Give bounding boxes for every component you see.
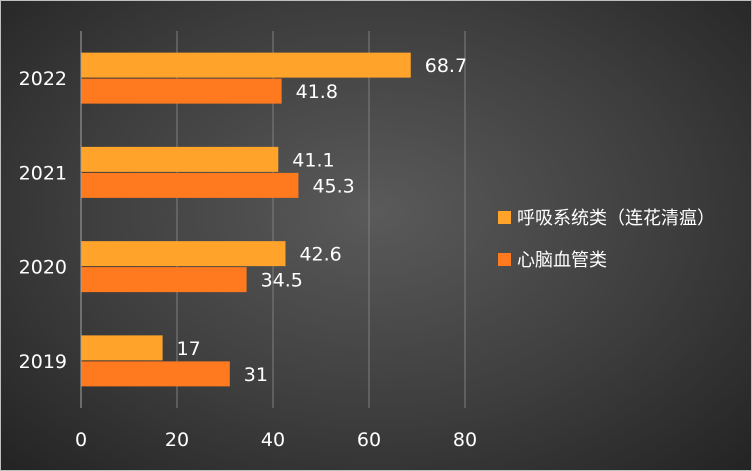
value-label-cardio-2020: 34.5 — [261, 270, 303, 292]
bar-cardio-2019 — [81, 361, 230, 387]
value-label-respiratory-2019: 17 — [177, 338, 201, 360]
value-label-respiratory-2021: 41.1 — [292, 149, 334, 171]
bar-cardio-2022 — [81, 78, 282, 104]
legend-label-cardio: 心脑血管类 — [517, 250, 607, 271]
legend: 呼吸系统类（连花清瘟） 心脑血管类 — [498, 204, 715, 272]
category-label-2019: 2019 — [19, 351, 67, 373]
value-label-cardio-2019: 31 — [244, 364, 268, 386]
legend-item-respiratory: 呼吸系统类（连花清瘟） — [498, 204, 715, 230]
legend-label-respiratory: 呼吸系统类（连花清瘟） — [517, 208, 715, 229]
legend-item-cardio: 心脑血管类 — [498, 246, 715, 272]
value-label-respiratory-2022: 68.7 — [425, 55, 467, 77]
bar-respiratory-2022 — [81, 52, 411, 78]
x-tick-label-40: 40 — [261, 429, 285, 451]
x-tick-label-20: 20 — [165, 429, 189, 451]
bar-cardio-2020 — [81, 267, 247, 293]
x-tick-label-0: 0 — [75, 429, 87, 451]
bar-respiratory-2020 — [81, 241, 286, 267]
category-label-2020: 2020 — [19, 257, 67, 279]
value-label-cardio-2022: 41.8 — [296, 81, 338, 103]
category-label-2021: 2021 — [19, 162, 67, 184]
bar-cardio-2021 — [81, 172, 299, 198]
x-tick-label-60: 60 — [357, 429, 381, 451]
value-label-cardio-2021: 45.3 — [312, 175, 354, 197]
bar-respiratory-2021 — [81, 146, 279, 172]
x-tick-label-80: 80 — [453, 429, 477, 451]
bar-respiratory-2019 — [81, 335, 163, 361]
value-label-respiratory-2020: 42.6 — [299, 244, 341, 266]
legend-swatch-cardio — [498, 252, 511, 266]
category-label-2022: 2022 — [19, 68, 67, 90]
legend-swatch-respiratory — [498, 210, 511, 224]
